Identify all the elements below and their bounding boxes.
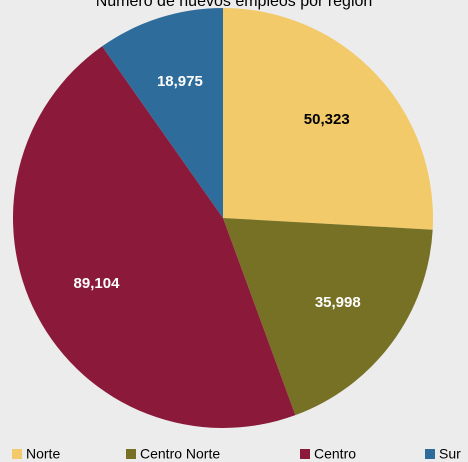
- legend-swatch: [300, 449, 310, 459]
- legend-label: Centro: [314, 446, 356, 462]
- chart-title: Número de nuevos empleos por región: [96, 0, 373, 10]
- pie-slice: [223, 218, 433, 416]
- data-label: 35,998: [315, 294, 361, 311]
- legend-swatch: [425, 449, 435, 459]
- legend-swatch: [12, 449, 22, 459]
- legend-swatch: [126, 449, 136, 459]
- pie-slice: [102, 8, 223, 218]
- data-label: 18,975: [157, 73, 203, 90]
- pie-slice: [12, 46, 296, 429]
- data-label: 89,104: [74, 275, 121, 292]
- data-label: 50,323: [304, 111, 350, 128]
- legend-label: Norte: [26, 446, 60, 462]
- legend-label: Centro Norte: [140, 446, 220, 462]
- pie-slice: [223, 8, 433, 230]
- legend-label: Sur: [439, 446, 461, 462]
